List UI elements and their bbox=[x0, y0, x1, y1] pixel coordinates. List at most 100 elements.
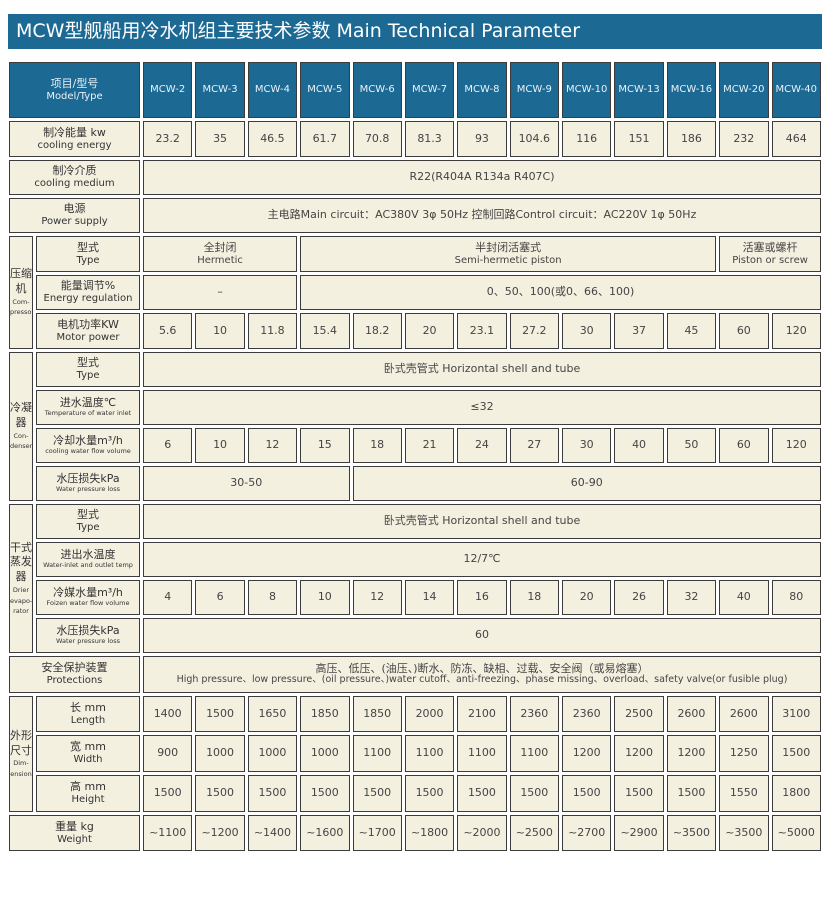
value-cell: ~1700 bbox=[352, 815, 402, 851]
header-label-cn: 项目/型号 bbox=[50, 76, 99, 90]
value-text: 104.6 bbox=[518, 131, 551, 145]
row-label-cn: 宽 mm bbox=[70, 740, 106, 754]
value-cell: 15.4 bbox=[300, 313, 350, 349]
row-label: 电源 Power supply bbox=[9, 198, 140, 233]
value-cell: ~2700 bbox=[562, 815, 612, 851]
value-cell: ~1100 bbox=[143, 815, 193, 851]
value-cell: ~1800 bbox=[404, 815, 455, 851]
model-header: MCW-5 bbox=[300, 62, 350, 118]
model-header: MCW-7 bbox=[404, 62, 455, 118]
value-cell: 30 bbox=[562, 428, 612, 463]
value-text: 1500 bbox=[520, 786, 549, 800]
row-label: 电机功率KW Motor power bbox=[36, 313, 140, 349]
value-text: 3100 bbox=[782, 706, 811, 720]
value-cell: 40 bbox=[614, 428, 664, 463]
value-cell: 10 bbox=[195, 428, 245, 463]
value-text: 32 bbox=[684, 590, 699, 604]
value-cell: 232 bbox=[719, 121, 769, 157]
value-cell: 1500 bbox=[457, 775, 507, 812]
value-text-en: Hermetic bbox=[197, 254, 243, 266]
model-header: MCW-8 bbox=[457, 62, 507, 118]
table-row: 重量 kg Weight ~1100 ~1200 ~1400 ~1600 ~1700 ~180… bbox=[9, 815, 821, 851]
value-text: 35 bbox=[213, 131, 228, 145]
table-row: 冷媒水量m³/h Foizen water flow volume 4 6 8 10 12 1… bbox=[9, 580, 821, 615]
value-cell: 全封闭 Hermetic bbox=[143, 236, 298, 272]
row-label-en: Motor power bbox=[56, 331, 120, 343]
value-cell: R22(R404A R134a R407C) bbox=[143, 160, 821, 195]
value-text: 2360 bbox=[572, 706, 601, 720]
row-label-cn: 制冷能量 kw bbox=[43, 125, 106, 139]
value-cell: 30 bbox=[562, 313, 612, 349]
row-label-cn: 进水温度℃ bbox=[59, 396, 117, 410]
group-label: 外形尺寸 Dim-ension bbox=[9, 696, 33, 812]
table-row: 压缩机 Com-pressor 型式 Type 全封闭 Hermetic 半封闭活塞式 Sem… bbox=[9, 236, 821, 349]
value-text: ~5000 bbox=[777, 825, 815, 839]
value-cell: 70.8 bbox=[352, 121, 402, 157]
value-text: 1800 bbox=[782, 786, 811, 800]
row-label-en: Type bbox=[76, 254, 100, 266]
value-text: 10 bbox=[213, 323, 228, 337]
value-text: 24 bbox=[474, 438, 489, 452]
value-cell: 151 bbox=[614, 121, 664, 157]
value-cell: 1200 bbox=[666, 735, 717, 772]
row-label-cn: 能量调节% bbox=[60, 279, 116, 293]
value-text: 20 bbox=[579, 590, 594, 604]
row-label-en: Foizen water flow volume bbox=[46, 599, 130, 608]
value-cell: 2360 bbox=[509, 696, 559, 732]
value-cell: 2100 bbox=[457, 696, 507, 732]
value-cell: 10 bbox=[300, 580, 350, 615]
value-cell: 120 bbox=[771, 313, 821, 349]
table-row: 能量调节% Energy regulation – 0、50、100(或0、66、10… bbox=[9, 275, 821, 310]
value-cell: 186 bbox=[666, 121, 717, 157]
value-text: 1000 bbox=[310, 746, 339, 760]
table-row: 高 mm Height 1500 1500 1500 1500 1500 1500 1500 15… bbox=[9, 775, 821, 812]
group-label-en: Com-pressor bbox=[10, 297, 33, 317]
value-text: 1500 bbox=[153, 786, 182, 800]
table-row: 电机功率KW Motor power 5.6 10 11.8 15.4 18.2 20 23.1… bbox=[9, 313, 821, 349]
row-label-en: Power supply bbox=[41, 216, 108, 228]
page-title: MCW型舰船用冷水机组主要技术参数 Main Technical Paramet… bbox=[8, 14, 822, 49]
value-cell: 1500 bbox=[562, 775, 612, 812]
group-label-cn: 压缩机 bbox=[10, 267, 32, 296]
value-cell: 活塞或螺杆 Piston or screw bbox=[719, 236, 821, 272]
row-label-en: Water pressure loss bbox=[56, 485, 120, 494]
value-text: 15.4 bbox=[312, 323, 338, 337]
value-cell: 1500 bbox=[195, 775, 245, 812]
value-cell: 1650 bbox=[247, 696, 298, 732]
value-cell: 45 bbox=[666, 313, 717, 349]
value-cell: 1100 bbox=[404, 735, 455, 772]
value-text: 2100 bbox=[467, 706, 496, 720]
value-text: 40 bbox=[736, 590, 751, 604]
value-text: 21 bbox=[422, 438, 437, 452]
value-text: 30 bbox=[579, 438, 594, 452]
value-cell: 23.1 bbox=[457, 313, 507, 349]
value-text: 900 bbox=[157, 746, 179, 760]
value-cell: ~3500 bbox=[719, 815, 769, 851]
value-cell: 24 bbox=[457, 428, 507, 463]
group-label: 压缩机 Com-pressor bbox=[9, 236, 33, 349]
value-text: 27 bbox=[527, 438, 542, 452]
header-label: 项目/型号 Model/Type bbox=[9, 62, 140, 118]
value-text: ~1200 bbox=[201, 825, 239, 839]
value-cell: 12/7℃ bbox=[143, 542, 821, 577]
value-text: 10 bbox=[317, 590, 332, 604]
value-cell: 15 bbox=[300, 428, 350, 463]
value-text: ~1800 bbox=[410, 825, 449, 839]
value-text: 1200 bbox=[572, 746, 601, 760]
row-label: 宽 mm Width bbox=[36, 735, 140, 772]
value-cell: 1850 bbox=[352, 696, 402, 732]
model-header: MCW-10 bbox=[562, 62, 612, 118]
value-text: 120 bbox=[785, 438, 807, 452]
value-cell: 1500 bbox=[771, 735, 821, 772]
value-text: 27.2 bbox=[522, 323, 547, 337]
value-text: 1200 bbox=[677, 746, 706, 760]
value-cell: 20 bbox=[562, 580, 612, 615]
value-text: 23.1 bbox=[469, 323, 495, 337]
value-text: 1500 bbox=[572, 786, 601, 800]
value-text: 18.2 bbox=[364, 323, 390, 337]
row-label-cn: 冷却水量m³/h bbox=[53, 434, 123, 448]
value-text: 151 bbox=[628, 131, 650, 145]
value-text: 18 bbox=[527, 590, 542, 604]
value-cell: ~1200 bbox=[195, 815, 245, 851]
value-text: 16 bbox=[474, 590, 489, 604]
